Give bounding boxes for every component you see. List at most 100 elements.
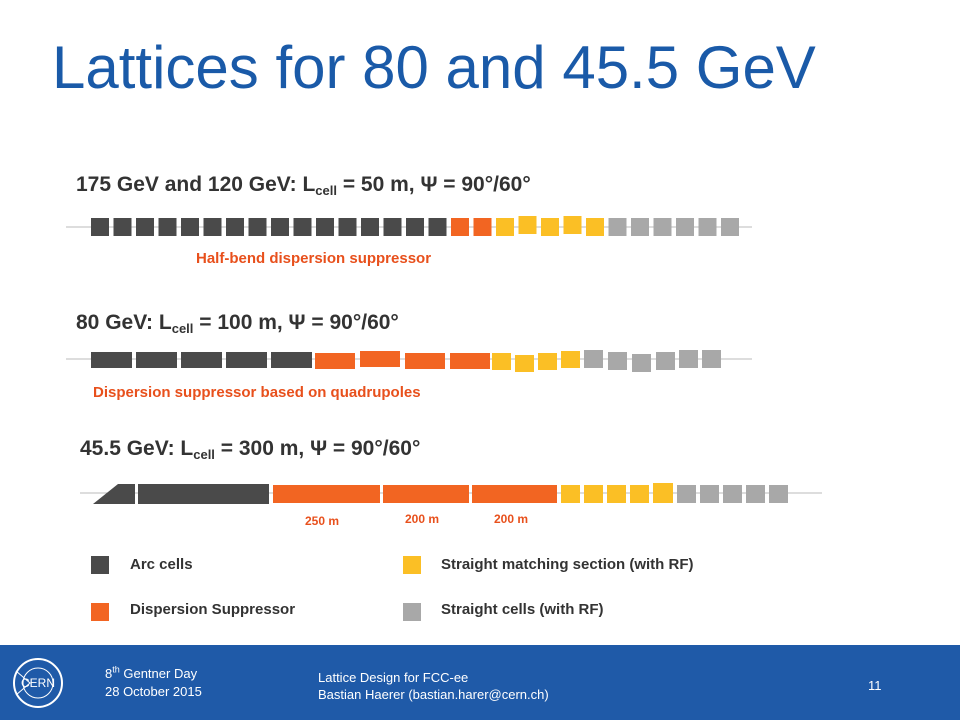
- lattice-3-length-1: 250 m: [305, 514, 340, 528]
- arc-cell: [316, 218, 334, 236]
- lattice-3-heading-prefix: 45.5 GeV: L: [80, 437, 194, 460]
- lattice-2-heading: 80 GeV: Lcell = 100 m, Ψ = 90°/60°: [76, 311, 399, 336]
- lattice-2-heading-prefix: 80 GeV: L: [76, 311, 172, 334]
- straight-cell: [769, 485, 788, 503]
- arc-cell: [158, 218, 177, 236]
- matching-cell: [538, 353, 557, 370]
- dispersion-suppressor-cell: [315, 353, 355, 369]
- straight-cell: [608, 352, 627, 370]
- arc-cell: [136, 352, 177, 368]
- lattice-3-heading-suffix: = 300 m, Ψ = 90°/60°: [214, 437, 421, 460]
- lattice-2-diagram: [66, 350, 752, 372]
- arc-cell: [428, 218, 447, 236]
- straight-cell: [632, 354, 651, 372]
- straight-cell: [653, 218, 672, 236]
- arc-cell: [271, 218, 289, 236]
- dispersion-suppressor-cell: [383, 485, 469, 503]
- arc-cell: [91, 352, 132, 368]
- footer-author: Bastian Haerer (bastian.harer@cern.ch): [318, 687, 549, 702]
- arc-cell: [248, 218, 267, 236]
- legend-straight-label: Straight cells (with RF): [441, 601, 604, 618]
- arc-cell: [226, 218, 244, 236]
- matching-cell: [584, 485, 603, 503]
- lattice-1-diagram: [66, 216, 752, 236]
- footer-event: 8th Gentner Day: [105, 665, 197, 682]
- straight-cell: [656, 352, 675, 370]
- arc-cell: [203, 218, 222, 236]
- straight-cell: [702, 350, 721, 368]
- cern-logo-text: CERN: [21, 676, 55, 690]
- arc-cell: [181, 352, 222, 368]
- lattice-1-heading-suffix: = 50 m, Ψ = 90°/60°: [336, 173, 531, 196]
- arc-cell: [91, 218, 109, 236]
- footer-event-suffix: Gentner Day: [119, 666, 198, 681]
- arc-cell: [226, 352, 267, 368]
- matching-cell: [496, 218, 514, 236]
- lattice-3-heading: 45.5 GeV: Lcell = 300 m, Ψ = 90°/60°: [80, 437, 421, 462]
- arc-cell: [136, 218, 154, 236]
- lattice-1-heading-sub: cell: [315, 183, 337, 198]
- arc-cell: [406, 218, 424, 236]
- matching-cell: [561, 485, 580, 503]
- dispersion-suppressor-cell: [451, 218, 469, 236]
- dispersion-suppressor-cell: [405, 353, 445, 369]
- cern-logo-inner-ring: [22, 667, 54, 699]
- dispersion-suppressor-cell: [273, 485, 380, 503]
- straight-cell: [608, 218, 627, 236]
- dispersion-suppressor-cell: [472, 485, 557, 503]
- lattice-2-heading-sub: cell: [171, 321, 194, 336]
- lattice-2-note: Dispersion suppressor based on quadrupol…: [93, 384, 421, 401]
- straight-cell: [677, 485, 696, 503]
- legend-ds-swatch: [91, 603, 109, 621]
- straight-cell: [631, 218, 649, 236]
- slide-title: Lattices for 80 and 45.5 GeV: [52, 34, 816, 101]
- footer-event-sup: th: [112, 664, 120, 675]
- lattice-3-diagram: [80, 483, 822, 504]
- matching-cell: [561, 351, 580, 368]
- cern-logo-icon: CERN: [13, 658, 63, 708]
- dispersion-suppressor-cell: [450, 353, 490, 369]
- cern-logo-ring: [13, 658, 63, 708]
- straight-cell: [679, 350, 698, 368]
- dispersion-suppressor-cell: [360, 351, 400, 367]
- lattice-3-cells: [93, 483, 788, 504]
- arc-cell: [93, 484, 135, 504]
- lattice-2-cells: [91, 350, 721, 372]
- straight-cell: [746, 485, 765, 503]
- matching-cell: [518, 216, 537, 234]
- lattice-1-heading-prefix: 175 GeV and 120 GeV: L: [76, 173, 316, 196]
- cern-logo-line: [15, 670, 31, 696]
- arc-cell: [138, 484, 269, 504]
- lattice-2-heading-suffix: = 100 m, Ψ = 90°/60°: [193, 311, 399, 334]
- arc-cell: [338, 218, 357, 236]
- arc-cell: [271, 352, 312, 368]
- matching-cell: [653, 483, 673, 503]
- arc-cell: [383, 218, 402, 236]
- straight-cell: [676, 218, 694, 236]
- legend-straight-swatch: [403, 603, 421, 621]
- lattice-1-note: Half-bend dispersion suppressor: [196, 250, 432, 267]
- matching-cell: [492, 353, 511, 370]
- matching-cell: [586, 218, 604, 236]
- footer-bar: CERN 8th Gentner Day 28 October 2015 Lat…: [0, 645, 960, 720]
- straight-cell: [700, 485, 719, 503]
- lattice-3-length-2: 200 m: [405, 512, 440, 526]
- legend-matching-swatch: [403, 556, 421, 574]
- matching-cell: [607, 485, 626, 503]
- arc-cell: [113, 218, 132, 236]
- straight-cell: [698, 218, 717, 236]
- footer-date: 28 October 2015: [105, 684, 202, 699]
- arc-cell: [361, 218, 379, 236]
- footer-talk-title: Lattice Design for FCC-ee: [318, 670, 469, 685]
- legend-matching-label: Straight matching section (with RF): [441, 556, 694, 573]
- footer-event-prefix: 8: [105, 666, 113, 681]
- straight-cell: [584, 350, 603, 368]
- matching-cell: [515, 355, 534, 372]
- lattice-3-length-3: 200 m: [494, 512, 529, 526]
- legend-arc-swatch: [91, 556, 109, 574]
- matching-cell: [630, 485, 649, 503]
- matching-cell: [563, 216, 582, 234]
- lattice-3-heading-sub: cell: [193, 447, 215, 462]
- lattice-1-heading: 175 GeV and 120 GeV: Lcell = 50 m, Ψ = 9…: [76, 173, 531, 198]
- dispersion-suppressor-cell: [473, 218, 492, 236]
